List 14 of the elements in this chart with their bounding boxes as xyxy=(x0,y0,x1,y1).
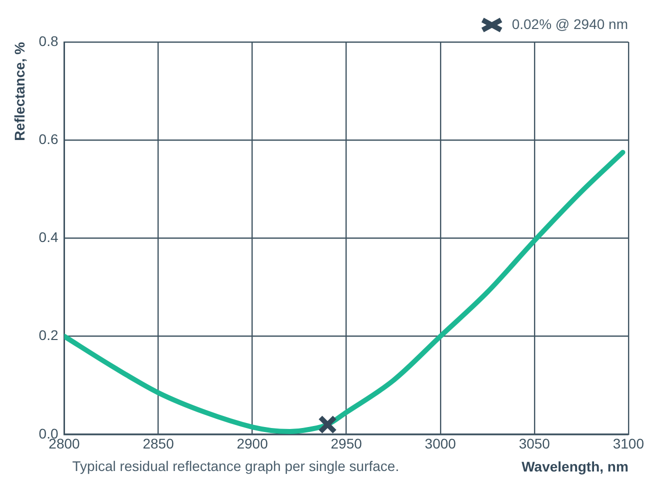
x-tick-label: 3000 xyxy=(424,436,456,452)
y-tick-label: 0.6 xyxy=(38,130,58,147)
x-tick-label: 3050 xyxy=(518,436,550,452)
x-tick-label: 2900 xyxy=(236,436,268,452)
x-tick-label: 3100 xyxy=(612,436,644,452)
legend-label: 0.02% @ 2940 nm xyxy=(512,16,628,32)
y-tick-label: 0.4 xyxy=(38,229,58,246)
x-tick-label: 2950 xyxy=(330,436,362,452)
y-tick-label: 0.2 xyxy=(38,327,58,344)
x-axis-title: Wavelength, nm xyxy=(522,458,628,474)
y-axis-title: Reflectance, % xyxy=(11,41,28,141)
x-tick-label: 2850 xyxy=(142,436,174,452)
text: Typical residual reflectance graph per single surface. xyxy=(72,458,400,474)
y-tick-label: 0.8 xyxy=(38,32,58,49)
